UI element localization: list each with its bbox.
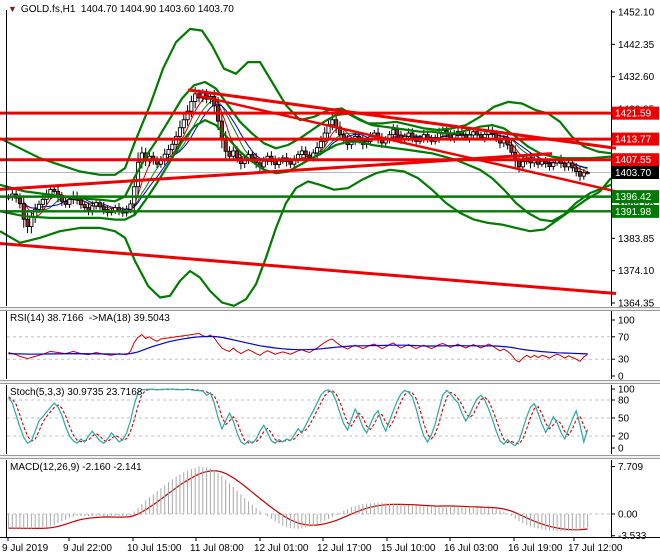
trendline[interactable] — [195, 94, 617, 193]
price-flag-label: 1413.77 — [615, 135, 652, 146]
time-axis-label: 16 Jul 19:00 — [508, 543, 563, 554]
indicator-tick-label: 30 — [618, 355, 630, 366]
level-lines[interactable] — [0, 88, 617, 296]
price-flag-label: 1403.70 — [615, 168, 652, 179]
indicator-tick-label: 0.00 — [618, 510, 638, 521]
indicator-tick-label: 0 — [618, 372, 624, 383]
time-axis-label: 16 Jul 03:00 — [444, 543, 499, 554]
price-flag-label: 1396.42 — [615, 192, 652, 203]
time-axis-label: 12 Jul 17:00 — [317, 543, 372, 554]
indicator-tick-label: 7.709 — [618, 462, 643, 473]
time-axis-label: 17 Jul 12:00 — [568, 543, 623, 554]
price-flag-label: 1421.59 — [615, 109, 652, 120]
price-tick-label: 1452.10 — [618, 8, 655, 19]
indicator-tick-label: 80 — [618, 396, 630, 407]
time-axis-label: 15 Jul 10:00 — [381, 543, 436, 554]
band-upper-inner — [0, 80, 612, 203]
symbol-ohlc-label: GOLD.fs,H1 1404.70 1404.90 1403.60 1403.… — [20, 4, 234, 15]
panel-separator[interactable] — [0, 455, 660, 459]
time-axis-label: 9 Jul 2019 — [2, 543, 49, 554]
panel-separator[interactable] — [0, 307, 660, 311]
chart-title: ▼ GOLD.fs,H1 1404.70 1404.90 1403.60 1403… — [8, 4, 234, 15]
trendline[interactable] — [0, 152, 553, 191]
indicator-tick-label: 100 — [618, 316, 635, 327]
time-axis[interactable]: 9 Jul 2019 9 Jul 22:00 10 Jul 15:00 11 Jul … — [2, 537, 623, 555]
price-flag — [612, 204, 659, 218]
price-flag — [612, 132, 659, 146]
stoch-d-line — [8, 388, 589, 445]
indicator-tick-label: 0 — [618, 444, 624, 455]
price-flag — [612, 165, 659, 179]
time-axis-label: 10 Jul 15:00 — [127, 543, 182, 554]
panel-frames — [0, 10, 660, 538]
stoch-title: Stoch(5,3,3) 30.9735 23.7168 — [10, 387, 143, 398]
price-flag-label: 1407.55 — [615, 155, 652, 166]
price-flag-label: 1391.98 — [615, 207, 652, 218]
price-tick-label: 1364.35 — [618, 298, 655, 309]
price-flag — [612, 190, 659, 204]
price-tick-label: 1432.60 — [618, 72, 655, 83]
time-axis-label: 11 Jul 08:00 — [190, 543, 244, 554]
rsi-ma-line — [8, 335, 588, 355]
indicator-tick-label: 50 — [618, 414, 630, 425]
time-axis-label: 12 Jul 01:00 — [254, 543, 309, 554]
macd-title: MACD(12,26,9) -2.160 -2.141 — [10, 462, 142, 473]
trendline[interactable] — [0, 241, 617, 296]
price-tick-label: 1383.85 — [618, 234, 655, 245]
indicator-tick-label: -3.533 — [618, 531, 647, 542]
stoch-k-line — [7, 388, 589, 447]
price-down-icon: ▼ — [8, 4, 17, 14]
rsi-line — [8, 332, 588, 363]
macd-histogram — [8, 466, 589, 532]
indicator-tick-label: 70 — [618, 332, 630, 343]
price-flag — [612, 153, 659, 167]
panel-separator[interactable] — [0, 380, 660, 384]
indicator-tick-label: 100 — [618, 385, 635, 396]
price-tick-label: 1442.35 — [618, 40, 655, 51]
price-flag — [612, 106, 659, 120]
time-axis-label: 9 Jul 22:00 — [63, 543, 112, 554]
price-tick-label: 1374.10 — [618, 266, 655, 277]
band-lower-inner — [0, 119, 612, 223]
rsi-title: RSI(14) 38.7166 ->MA(18) 39.5043 — [10, 313, 170, 324]
stoch-panel[interactable] — [7, 388, 611, 447]
indicator-tick-label: 20 — [618, 432, 630, 443]
rsi-panel[interactable] — [7, 332, 611, 363]
trendline[interactable] — [187, 88, 617, 150]
price-axis[interactable]: 1452.101442.351432.601422.851413.101403.… — [611, 8, 659, 543]
